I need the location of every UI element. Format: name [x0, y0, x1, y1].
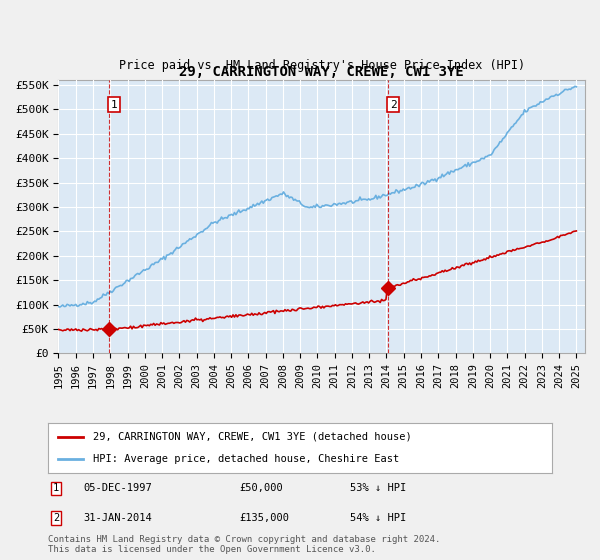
- Text: 2: 2: [389, 100, 397, 110]
- Text: 31-JAN-2014: 31-JAN-2014: [83, 513, 152, 523]
- Text: 53% ↓ HPI: 53% ↓ HPI: [350, 483, 407, 493]
- Text: 05-DEC-1997: 05-DEC-1997: [83, 483, 152, 493]
- Text: 1: 1: [53, 483, 59, 493]
- Text: 1: 1: [110, 100, 118, 110]
- Text: 54% ↓ HPI: 54% ↓ HPI: [350, 513, 407, 523]
- Text: Contains HM Land Registry data © Crown copyright and database right 2024.
This d: Contains HM Land Registry data © Crown c…: [48, 535, 440, 554]
- Text: HPI: Average price, detached house, Cheshire East: HPI: Average price, detached house, Ches…: [94, 454, 400, 464]
- Text: £50,000: £50,000: [239, 483, 283, 493]
- Text: Price paid vs. HM Land Registry's House Price Index (HPI): Price paid vs. HM Land Registry's House …: [119, 59, 525, 72]
- Text: 2: 2: [53, 513, 59, 523]
- Title: 29, CARRINGTON WAY, CREWE, CW1 3YE: 29, CARRINGTON WAY, CREWE, CW1 3YE: [179, 65, 464, 79]
- Text: 29, CARRINGTON WAY, CREWE, CW1 3YE (detached house): 29, CARRINGTON WAY, CREWE, CW1 3YE (deta…: [94, 432, 412, 442]
- Text: £135,000: £135,000: [239, 513, 290, 523]
